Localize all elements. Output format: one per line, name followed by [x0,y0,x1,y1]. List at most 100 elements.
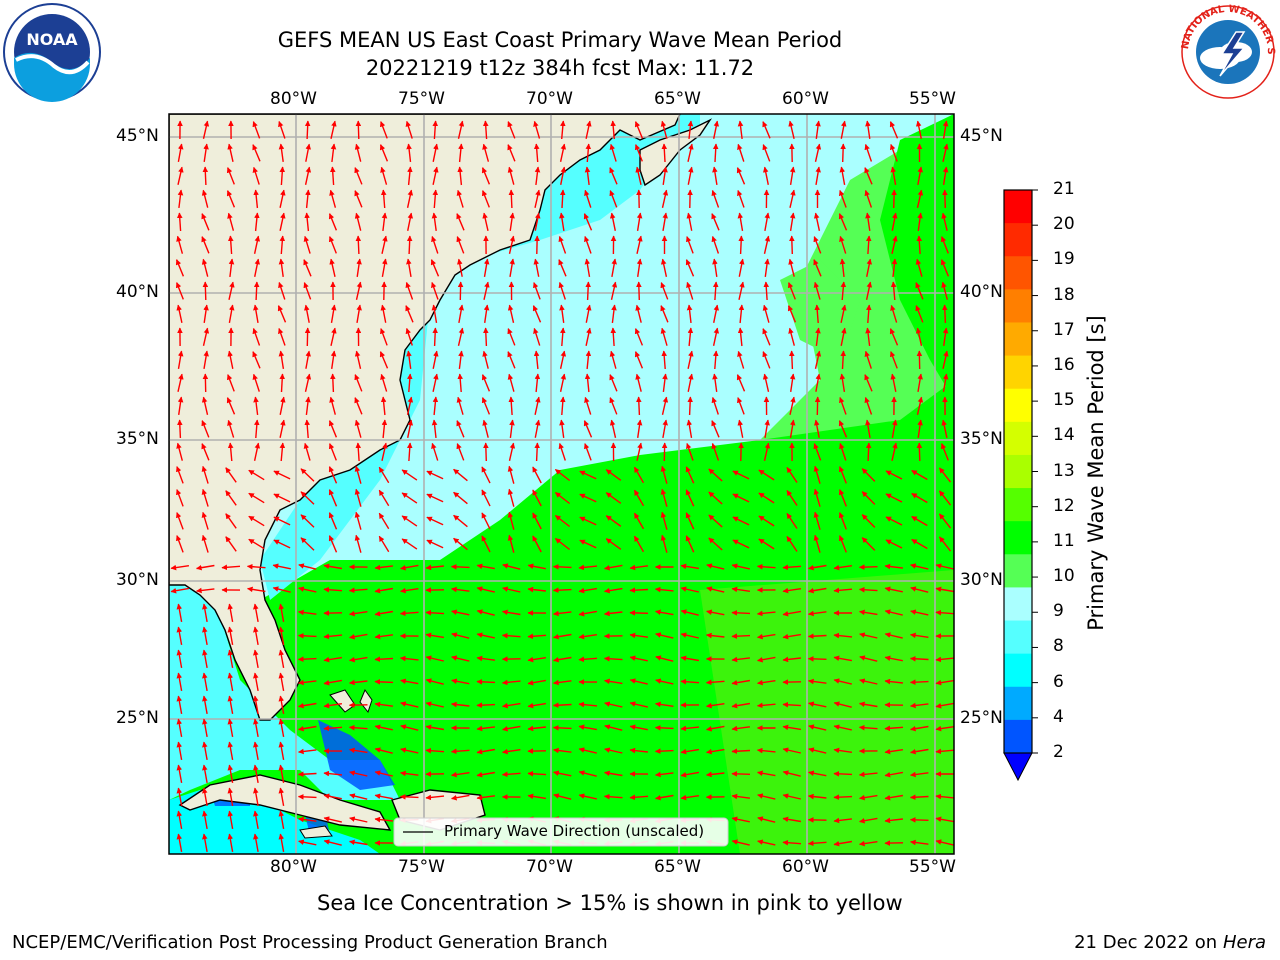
wave-arrow [610,281,618,300]
chart-title: GEFS MEAN US East Coast Primary Wave Mea… [277,28,843,52]
wave-arrow [329,258,336,277]
wave-arrow [278,695,285,715]
wave-arrow [890,166,897,186]
ocean-zone-coastal-cyan [260,114,700,600]
wave-arrow [634,351,644,369]
wave-arrow [609,419,617,438]
wave-arrow [732,516,750,526]
wave-arrow [349,747,368,754]
wave-arrow [560,396,566,416]
wave-arrow [533,350,540,370]
wave-arrow [685,512,695,530]
wave-arrow [554,537,571,551]
wave-arrow [380,373,388,392]
wave-arrow [706,609,725,616]
wave-arrow [813,443,822,461]
wave-arrow [584,258,591,278]
wave-arrow [935,839,954,846]
wave-arrow [884,586,903,593]
wave-arrow [380,166,388,185]
nws-logo: NATIONAL WEATHER SERVICE [1178,2,1276,100]
colorbar-segment [1004,256,1032,290]
wave-arrow [786,536,798,552]
wave-arrow [687,120,694,139]
wave-arrow [405,281,414,300]
colorbar-tick-label: 9 [1053,601,1064,622]
wave-arrow [300,514,315,528]
wave-arrow [731,725,750,732]
wave-arrow [527,793,547,800]
wave-arrow [201,465,209,484]
wave-arrow [634,121,644,139]
wave-arrow [833,840,853,847]
wave-arrow [634,328,644,346]
land-bahamas-2 [359,688,373,714]
wave-arrow [279,442,286,462]
wave-arrow [885,516,903,526]
wave-arrow [349,793,368,800]
wave-arrow [476,794,495,801]
wave-arrow [202,327,210,346]
colorbar-segment [1004,554,1032,588]
wave-arrow [680,563,700,570]
wave-arrow [451,632,470,639]
wave-arrow [713,304,720,323]
wave-arrow [814,143,822,162]
wave-arrow [323,816,342,823]
wave-arrow [303,282,312,300]
wave-arrow [910,609,929,616]
wave-arrow [253,281,260,301]
wave-arrow [252,327,261,346]
wave-arrow [636,281,642,301]
wave-arrow [911,469,928,481]
colorbar-segment [1004,587,1032,622]
wave-arrow [400,724,419,731]
wave-arrow [221,564,241,571]
wave-arrow [833,564,853,571]
wave-arrow [680,586,699,593]
wave-arrow [609,397,618,415]
wave-arrow [858,564,878,570]
lat-label-right-25: 25°N [960,708,1003,728]
wave-arrow [782,587,802,594]
wave-arrow [431,419,438,438]
wave-arrow [482,143,490,162]
wave-arrow [305,396,311,415]
wave-arrow [584,373,591,393]
wave-arrow [940,259,950,277]
wave-arrow [354,534,362,553]
wave-arrow [859,794,878,801]
wave-arrow [916,396,924,415]
wave-arrow [813,511,821,530]
wave-arrow [407,212,414,231]
wave-arrow [355,442,362,462]
wave-arrow [757,839,776,846]
wave-arrow [425,678,444,685]
wave-arrow [686,419,693,439]
wave-arrow [762,328,771,346]
wave-arrow [911,515,928,527]
wave-arrow [786,490,798,506]
wave-arrow [534,212,541,231]
wave-arrow [636,258,643,278]
wave-arrow [254,212,260,232]
lon-label-bottom-55: 55°W [909,857,956,877]
wave-arrow [633,466,645,484]
wave-arrow [552,702,572,709]
wave-arrow [884,725,904,732]
wave-arrow [789,350,795,370]
wave-arrow [680,609,699,616]
wave-arrow [201,213,210,231]
wave-arrow [508,235,516,254]
wave-arrow [864,143,873,162]
colorbar-tick-label: 12 [1053,495,1075,516]
wave-arrow [405,327,413,346]
wave-arrow [451,701,470,708]
wave-arrow [533,120,541,139]
wave-arrow [686,236,694,254]
wave-arrow [585,143,592,163]
wave-arrow [786,513,798,529]
wave-arrow [757,793,776,800]
wave-arrow [481,167,491,185]
wave-arrow [737,189,745,208]
